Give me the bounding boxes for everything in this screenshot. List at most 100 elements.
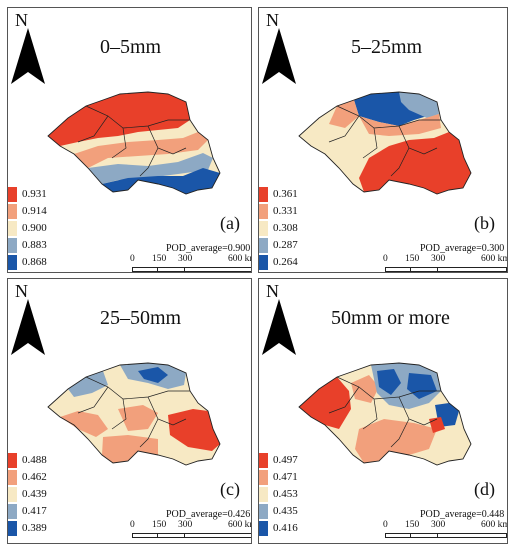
pod-average: POD_average=0.448 <box>420 509 505 520</box>
legend-swatch <box>259 521 268 536</box>
legend-item: 0.308 <box>259 219 319 236</box>
legend: 0.488 0.462 0.439 0.417 0.389 <box>8 451 68 536</box>
scale-bar-graphic <box>132 533 251 538</box>
scale-bar-graphic <box>385 533 507 538</box>
legend-swatch <box>8 255 17 270</box>
legend-item: 0.462 <box>8 468 68 485</box>
scale-tick: 600 km <box>228 520 251 530</box>
legend-swatch <box>8 470 17 485</box>
map-panel-a: N 0–5mm 0.931 0.914 0.900 0.883 0.868 (a… <box>7 7 252 273</box>
north-arrow-icon <box>11 28 45 84</box>
pod-average: POD_average=0.300 <box>420 243 505 254</box>
legend: 0.931 0.914 0.900 0.883 0.868 <box>8 185 68 270</box>
legend-label: 0.497 <box>273 454 298 466</box>
legend-label: 0.435 <box>273 505 298 517</box>
legend-label: 0.488 <box>22 454 47 466</box>
scale-bar-graphic <box>132 267 251 272</box>
panel-label: (b) <box>474 213 495 233</box>
legend-item: 0.868 <box>8 253 68 270</box>
map-panel-d: N 50mm or more 0.497 0.471 0.453 0.435 0… <box>258 278 508 544</box>
legend-label: 0.900 <box>22 222 47 234</box>
legend-item: 0.389 <box>8 519 68 536</box>
legend-swatch <box>259 453 268 468</box>
legend-label: 0.417 <box>22 505 47 517</box>
north-arrow-icon <box>262 299 296 355</box>
panel-title: 25–50mm <box>100 307 182 329</box>
panel-label: (a) <box>220 213 240 233</box>
legend-swatch <box>8 187 17 202</box>
legend-label: 0.331 <box>273 205 298 217</box>
legend-swatch <box>8 238 17 253</box>
north-label: N <box>266 281 279 301</box>
scale-bar: 0 150 300 600 km <box>383 254 508 272</box>
legend-label: 0.868 <box>22 256 47 268</box>
legend-item: 0.453 <box>259 485 319 502</box>
legend-swatch <box>8 487 17 502</box>
legend-item: 0.900 <box>8 219 68 236</box>
scale-tick: 0 <box>130 254 135 264</box>
north-arrow-icon <box>11 299 45 355</box>
legend-label: 0.462 <box>22 471 47 483</box>
north-arrow-icon <box>262 28 296 84</box>
scale-tick: 600 km <box>481 254 508 264</box>
map-panel-b: N 5–25mm 0.361 0.331 0.308 0.287 0.264 (… <box>258 7 508 273</box>
legend: 0.361 0.331 0.308 0.287 0.264 <box>259 185 319 270</box>
legend-item: 0.331 <box>259 202 319 219</box>
panel-label: (c) <box>220 479 240 499</box>
scale-bar-graphic <box>385 267 507 272</box>
legend-item: 0.287 <box>259 236 319 253</box>
pod-average: POD_average=0.426 <box>166 509 251 520</box>
legend-label: 0.439 <box>22 488 47 500</box>
legend-item: 0.361 <box>259 185 319 202</box>
north-label: N <box>15 281 28 301</box>
legend-swatch <box>8 504 17 519</box>
scale-tick: 0 <box>383 254 388 264</box>
legend-label: 0.264 <box>273 256 298 268</box>
legend-item: 0.497 <box>259 451 319 468</box>
legend-item: 0.417 <box>8 502 68 519</box>
legend-item: 0.264 <box>259 253 319 270</box>
panel-title: 5–25mm <box>351 36 423 58</box>
map-panel-c: N 25–50mm 0.488 0.462 0.439 0.417 0.389 … <box>7 278 252 544</box>
legend: 0.497 0.471 0.453 0.435 0.416 <box>259 451 319 536</box>
legend-swatch <box>259 255 268 270</box>
legend-label: 0.883 <box>22 239 47 251</box>
legend-label: 0.308 <box>273 222 298 234</box>
legend-swatch <box>8 221 17 236</box>
scale-tick: 300 <box>178 254 193 264</box>
legend-label: 0.389 <box>22 522 47 534</box>
legend-swatch <box>259 221 268 236</box>
scale-tick: 600 km <box>481 520 508 530</box>
scale-tick: 0 <box>383 520 388 530</box>
legend-item: 0.471 <box>259 468 319 485</box>
legend-swatch <box>259 238 268 253</box>
panel-title: 50mm or more <box>331 307 450 329</box>
scale-tick: 150 <box>405 254 420 264</box>
region-map <box>47 91 221 195</box>
scale-tick: 150 <box>405 520 420 530</box>
legend-label: 0.914 <box>22 205 47 217</box>
panel-title: 0–5mm <box>100 36 162 58</box>
legend-item: 0.439 <box>8 485 68 502</box>
scale-tick: 300 <box>431 254 446 264</box>
legend-swatch <box>259 204 268 219</box>
legend-item: 0.883 <box>8 236 68 253</box>
legend-swatch <box>8 204 17 219</box>
scale-tick: 600 km <box>228 254 251 264</box>
legend-label: 0.471 <box>273 471 298 483</box>
scale-tick: 300 <box>178 520 193 530</box>
scale-tick: 0 <box>130 520 135 530</box>
legend-swatch <box>259 187 268 202</box>
north-label: N <box>266 10 279 30</box>
legend-swatch <box>259 504 268 519</box>
pod-average: POD_average=0.900 <box>166 243 251 254</box>
legend-item: 0.435 <box>259 502 319 519</box>
scale-tick: 300 <box>431 520 446 530</box>
legend-swatch <box>8 521 17 536</box>
legend-label: 0.453 <box>273 488 298 500</box>
legend-swatch <box>259 470 268 485</box>
legend-item: 0.914 <box>8 202 68 219</box>
legend-item: 0.488 <box>8 451 68 468</box>
legend-label: 0.931 <box>22 188 47 200</box>
region-map <box>298 91 472 195</box>
